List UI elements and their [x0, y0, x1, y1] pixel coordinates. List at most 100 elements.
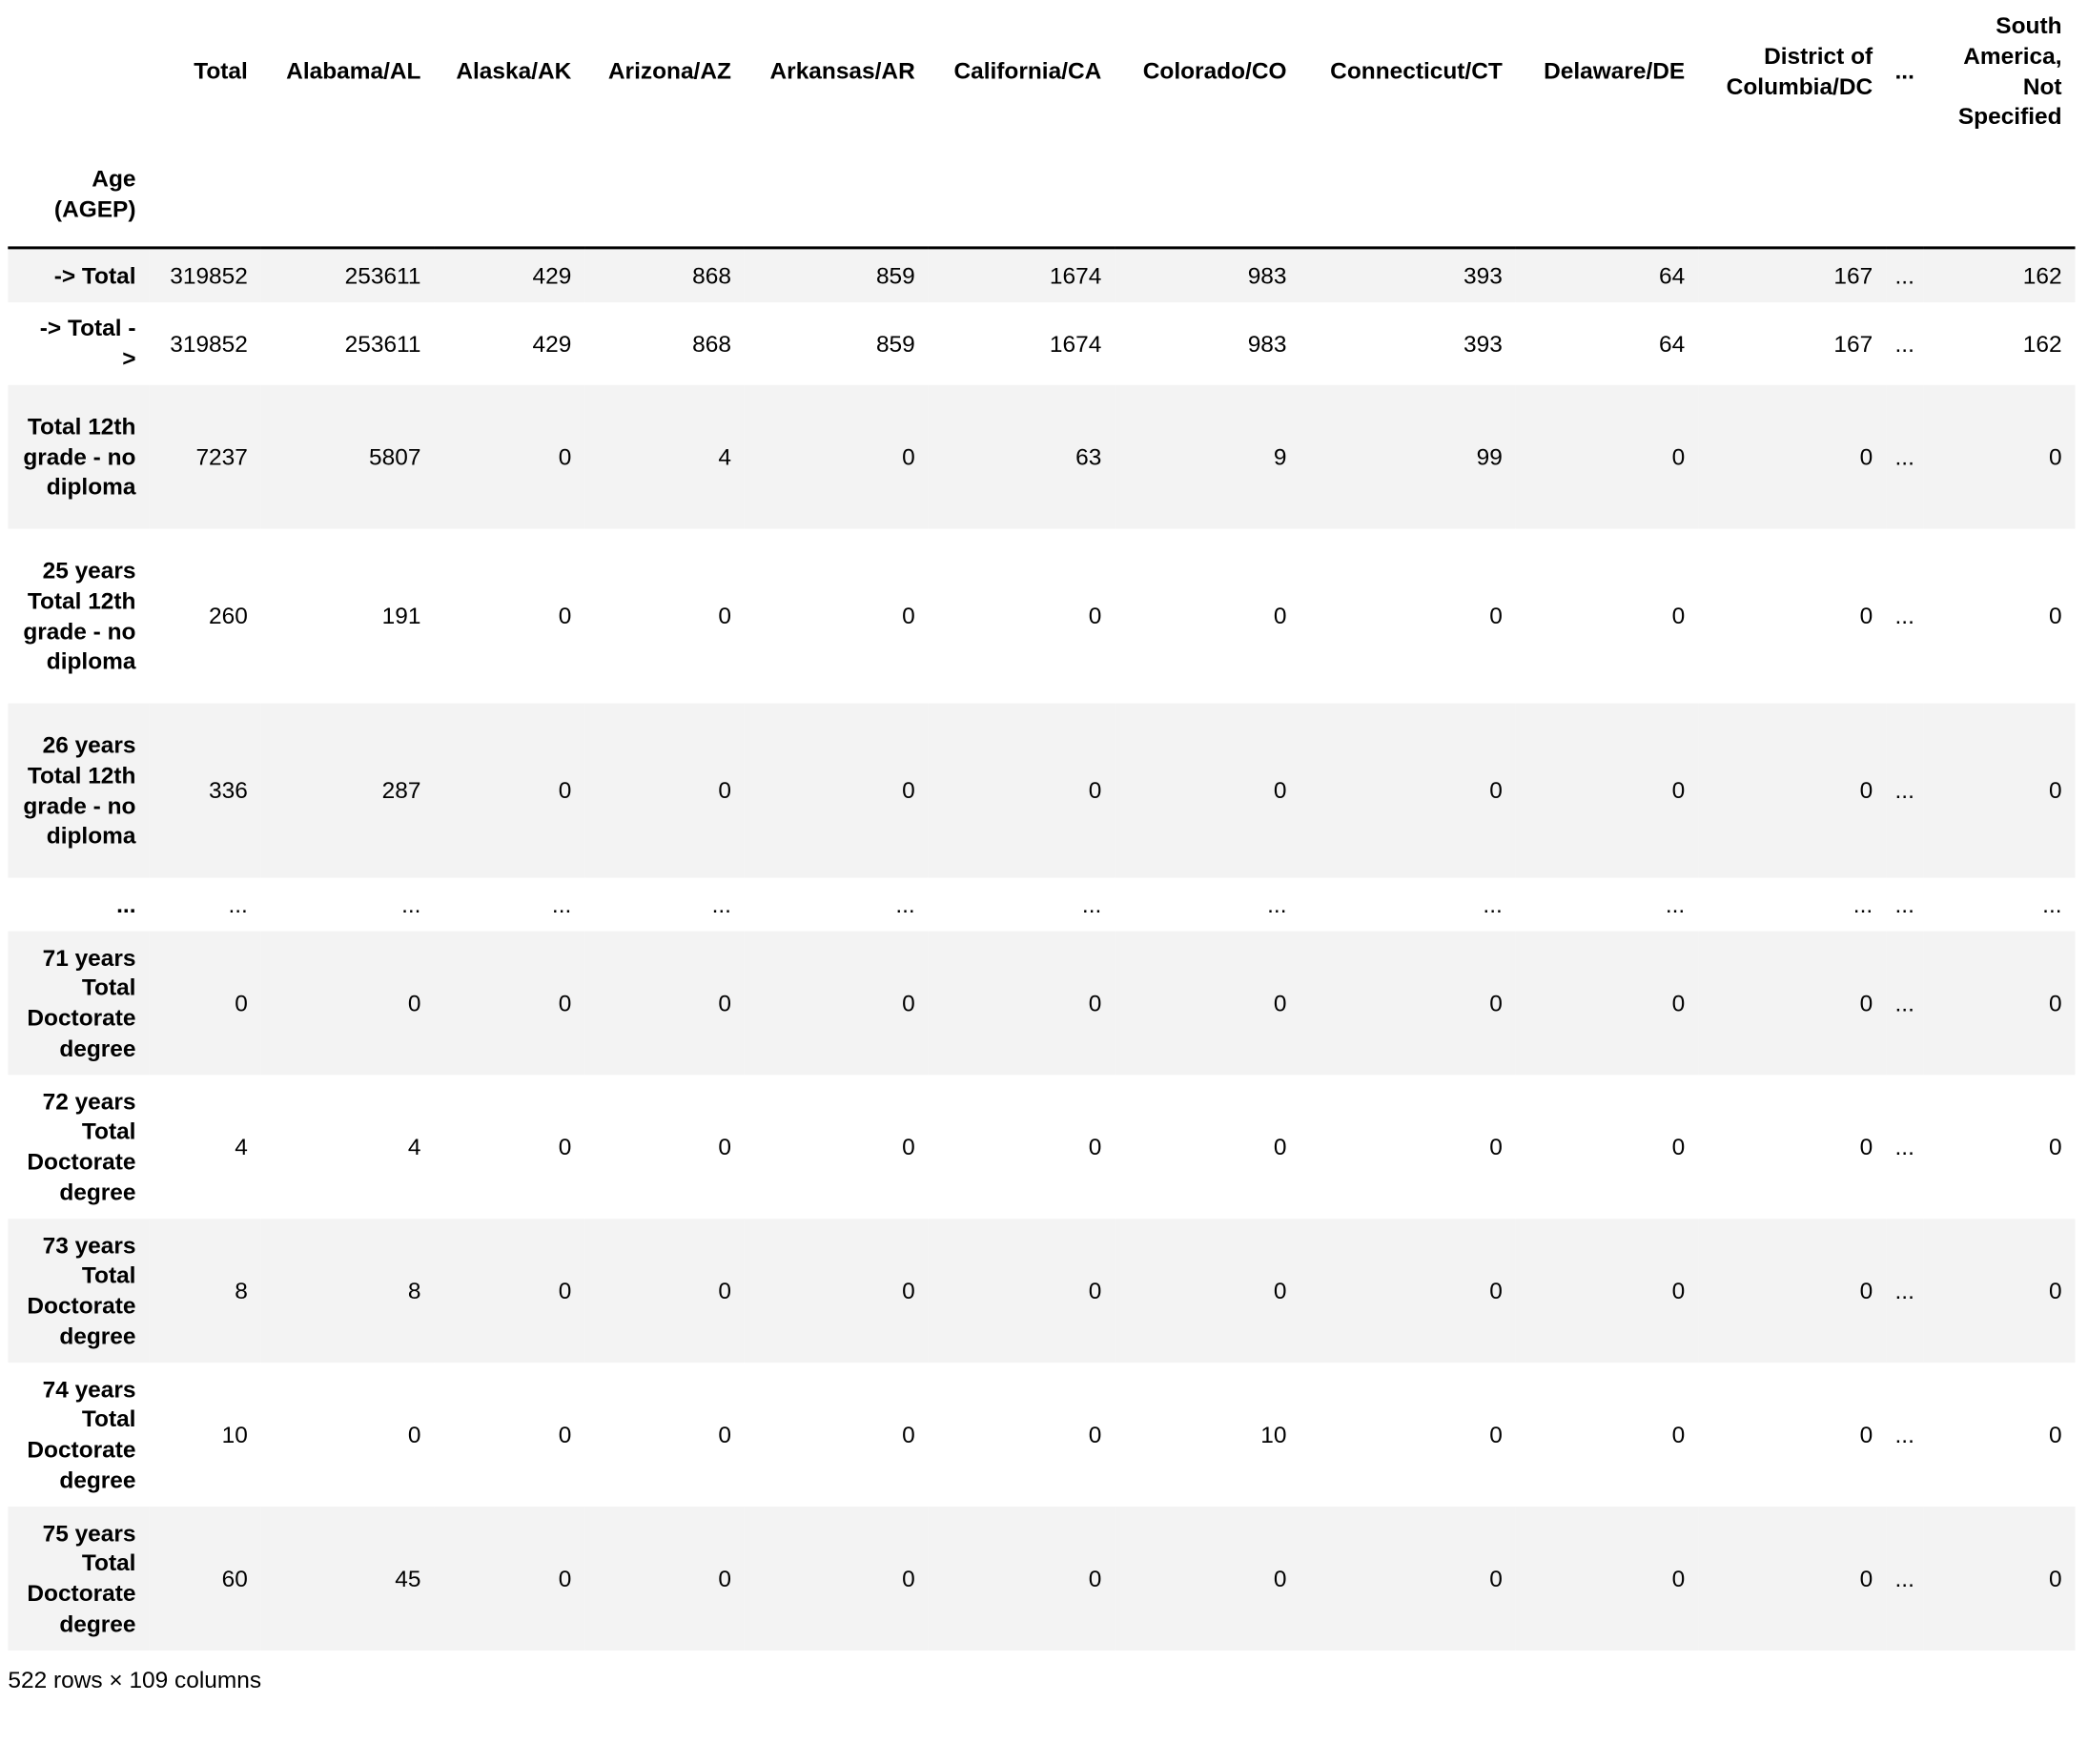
- table-cell: 0: [2048, 1277, 2062, 1304]
- table-cell: 0: [558, 776, 572, 804]
- table-cell: 0: [1088, 1421, 1102, 1448]
- column-header: Alaska/AK: [456, 57, 572, 85]
- table-cell: 0: [2048, 989, 2062, 1016]
- table-cell: 0: [902, 989, 915, 1016]
- table-cell: ...: [1853, 891, 1873, 918]
- table-cell: 0: [558, 1564, 572, 1591]
- table-cell: 859: [875, 261, 915, 289]
- table-row: 74 years Total Doctorate degree 10 0 0 0 0 0 10…: [8, 1363, 2076, 1508]
- table-cell: 0: [1671, 1277, 1686, 1304]
- table-cell: 4: [718, 442, 731, 470]
- table-cell: 0: [718, 1277, 731, 1304]
- table-cell: 191: [381, 602, 421, 629]
- table-cell: 0: [1489, 989, 1503, 1016]
- table-cell-ellipsis: ...: [1894, 1421, 1914, 1448]
- table-cell: 0: [1859, 442, 1873, 470]
- table-cell: 99: [1476, 442, 1503, 470]
- table-cell: 0: [1489, 1277, 1503, 1304]
- table-cell: 0: [1088, 989, 1102, 1016]
- table-cell: 167: [1833, 329, 1873, 357]
- table-cell: 0: [1088, 1133, 1102, 1160]
- table-cell: 45: [395, 1564, 421, 1591]
- dataframe-table: Total Alabama/AL Alaska/AK Arizona/AZ Ar…: [8, 0, 2076, 1651]
- table-body: -> Total 319852 253611 429 868 859 1674 983 393 6…: [8, 247, 2076, 1651]
- table-cell: 0: [718, 1564, 731, 1591]
- table-cell: 0: [558, 1277, 572, 1304]
- column-header: District of Columbia/DC: [1726, 42, 1873, 100]
- table-cell: 0: [1671, 1564, 1686, 1591]
- table-row: 73 years Total Doctorate degree 8 8 0 0 0 0 0 0 0…: [8, 1219, 2076, 1364]
- column-header-ellipsis: ...: [1894, 57, 1914, 85]
- table-cell: 336: [209, 776, 248, 804]
- table-cell: ...: [1267, 891, 1287, 918]
- table-cell: 60: [221, 1564, 248, 1591]
- table-header: Total Alabama/AL Alaska/AK Arizona/AZ Ar…: [8, 0, 2076, 250]
- table-cell: 983: [1247, 329, 1287, 357]
- table-cell: 868: [692, 261, 731, 289]
- table-row: 71 years Total Doctorate degree 0 0 0 0 0 0 0 0 0…: [8, 931, 2076, 1076]
- table-cell: 0: [1273, 1133, 1287, 1160]
- column-header-row: Total Alabama/AL Alaska/AK Arizona/AZ Ar…: [8, 0, 2075, 142]
- table-cell-ellipsis: ...: [1894, 1277, 1914, 1304]
- table-cell: 5807: [369, 442, 421, 470]
- table-cell: 393: [1464, 329, 1503, 357]
- row-index-label: 71 years Total Doctorate degree: [27, 943, 136, 1062]
- table-cell: 4: [407, 1133, 421, 1160]
- table-cell: 64: [1659, 329, 1686, 357]
- table-cell-ellipsis: ...: [1894, 776, 1914, 804]
- table-cell: 287: [381, 776, 421, 804]
- table-cell: 0: [1859, 776, 1873, 804]
- table-cell: 162: [2022, 261, 2062, 289]
- table-cell: 859: [875, 329, 915, 357]
- table-cell: 0: [902, 1564, 915, 1591]
- table-cell: 0: [1273, 1277, 1287, 1304]
- table-cell: 7237: [195, 442, 248, 470]
- table-cell: 0: [235, 989, 248, 1016]
- row-index-label: ...: [116, 891, 136, 918]
- table-cell: 0: [1489, 602, 1503, 629]
- table-cell: 0: [718, 1421, 731, 1448]
- table-cell: 0: [902, 1421, 915, 1448]
- table-cell: 0: [2048, 1133, 2062, 1160]
- table-cell: 162: [2022, 329, 2062, 357]
- column-header: Connecticut/CT: [1330, 57, 1503, 85]
- table-cell: 0: [1088, 602, 1102, 629]
- table-cell: 8: [235, 1277, 248, 1304]
- table-cell: 0: [1671, 1421, 1686, 1448]
- table-cell: ...: [1483, 891, 1503, 918]
- table-row: -> Total - > 319852 253611 429 868 859 1674 983…: [8, 302, 2076, 385]
- table-cell: 0: [2048, 1421, 2062, 1448]
- table-cell: 8: [407, 1277, 421, 1304]
- table-cell-ellipsis: ...: [1894, 442, 1914, 470]
- table-cell: 0: [1859, 602, 1873, 629]
- table-cell: 0: [902, 1277, 915, 1304]
- column-header: Colorado/CO: [1142, 57, 1287, 85]
- table-cell: 0: [558, 442, 572, 470]
- table-cell: 0: [718, 989, 731, 1016]
- column-header: California/CA: [953, 57, 1102, 85]
- table-cell: ...: [1665, 891, 1686, 918]
- table-cell: 0: [407, 989, 421, 1016]
- table-row: 25 years Total 12th grade - no diploma 26…: [8, 528, 2076, 704]
- table-cell: 0: [558, 602, 572, 629]
- table-row: 75 years Total Doctorate degree 60 45 0 0 0 0 0…: [8, 1507, 2076, 1651]
- table-cell: 4: [235, 1133, 248, 1160]
- table-cell: 0: [1671, 776, 1686, 804]
- table-cell: 0: [718, 776, 731, 804]
- table-cell: 0: [1088, 776, 1102, 804]
- row-index-label: 25 years Total 12th grade - no diploma: [23, 556, 136, 675]
- table-cell: 0: [718, 1133, 731, 1160]
- table-cell-ellipsis: ...: [1894, 329, 1914, 357]
- row-index-label: 75 years Total Doctorate degree: [27, 1519, 136, 1637]
- table-cell: 253611: [344, 261, 421, 289]
- table-cell: 0: [558, 1133, 572, 1160]
- table-cell: 0: [1859, 1133, 1873, 1160]
- table-cell: 429: [532, 329, 572, 357]
- table-cell-ellipsis: ...: [1894, 891, 1914, 918]
- row-index-label: 72 years Total Doctorate degree: [27, 1087, 136, 1205]
- notebook-output: Total Alabama/AL Alaska/AK Arizona/AZ Ar…: [8, 0, 2076, 1693]
- table-cell: 0: [558, 989, 572, 1016]
- table-cell: 253611: [344, 329, 421, 357]
- table-cell-ellipsis: ...: [1894, 1133, 1914, 1160]
- table-cell: 0: [2048, 602, 2062, 629]
